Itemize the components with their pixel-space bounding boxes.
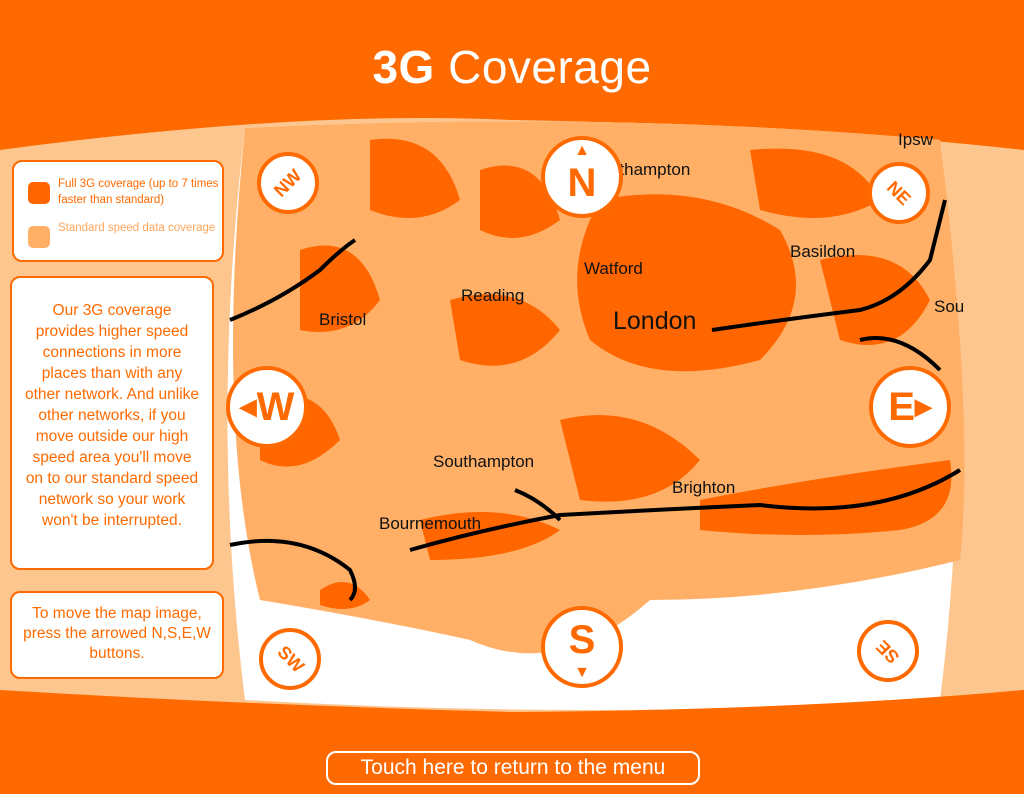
north-button[interactable]: ▲ N	[541, 136, 623, 218]
legend-item-standard: Standard speed data coverage	[28, 220, 215, 248]
map-label: Southampton	[433, 452, 535, 471]
info-text: Our 3G coverage provides higher speed co…	[10, 276, 214, 570]
northeast-button[interactable]: NE	[868, 162, 930, 224]
legend-item-full-3g: Full 3G coverage (up to 7 times faster t…	[28, 176, 222, 208]
south-button[interactable]: S ▼	[541, 606, 623, 688]
map-label: Ipsw	[898, 130, 933, 149]
map-label: Watford	[584, 259, 643, 278]
east-button[interactable]: E ▶	[869, 366, 951, 448]
page-title: 3G Coverage	[372, 41, 652, 93]
help-text: To move the map image, press the arrowed…	[10, 591, 224, 679]
map-label: Bristol	[319, 310, 367, 329]
southeast-button[interactable]: SE	[857, 620, 919, 682]
southwest-button[interactable]: SW	[259, 628, 321, 690]
map-legend: Full 3G coverage (up to 7 times faster t…	[12, 160, 224, 262]
arrow-down-icon: ▼	[574, 664, 590, 681]
map-label: Bournemouth	[379, 514, 482, 533]
northwest-button[interactable]: NW	[257, 152, 319, 214]
map-label: Reading	[461, 286, 525, 305]
arrow-up-icon: ▲	[574, 142, 590, 159]
map-label: Basildon	[790, 242, 856, 261]
map-label: London	[613, 307, 697, 335]
map-label: Brighton	[672, 478, 736, 497]
map-label: Sou	[934, 297, 965, 316]
arrow-left-icon: ◀	[239, 394, 257, 419]
west-button[interactable]: ◀ W	[226, 366, 308, 448]
arrow-right-icon: ▶	[914, 394, 932, 419]
return-to-menu-button[interactable]: Touch here to return to the menu	[326, 751, 700, 785]
